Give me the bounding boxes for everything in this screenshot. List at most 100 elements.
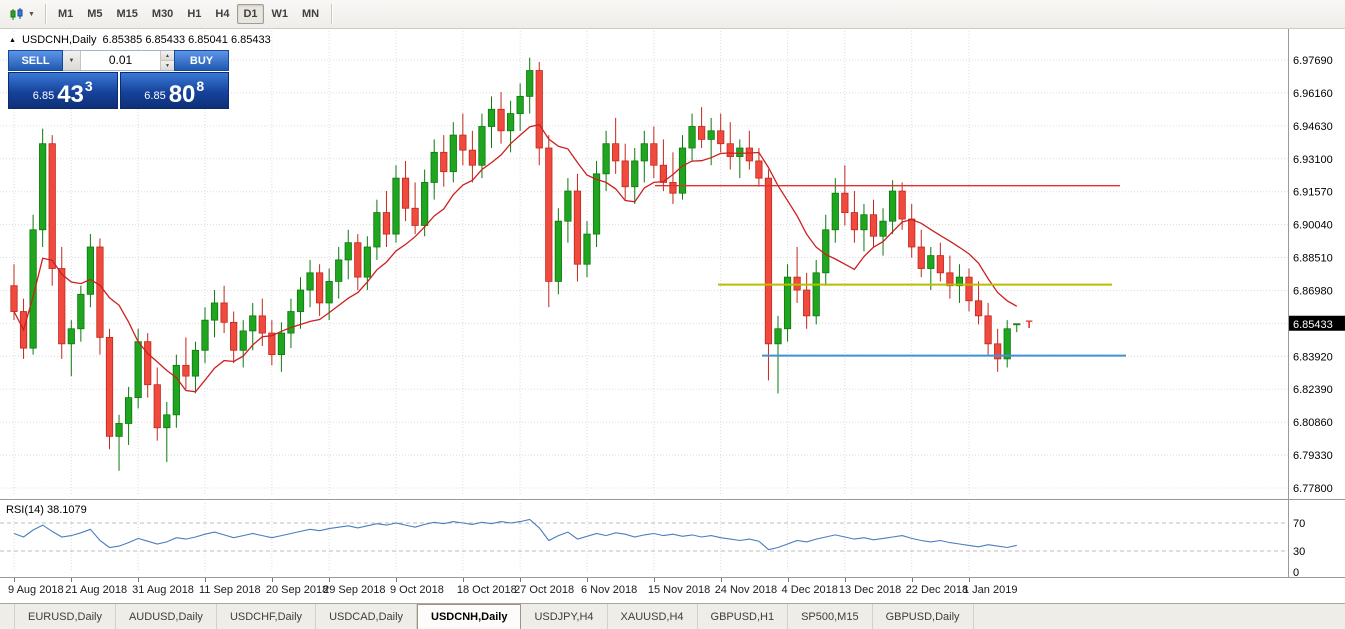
one-click-trading-panel: SELL ▼ 0.01 ▲ ▼ BUY 6.85 43 3 <box>8 50 229 109</box>
time-label: 21 Aug 2018 <box>65 584 128 596</box>
sell-button[interactable]: SELL <box>8 50 63 71</box>
buy-price-button[interactable]: 6.85 80 8 <box>119 72 229 109</box>
time-tick <box>71 578 73 582</box>
candlestick-chart-icon <box>10 7 23 20</box>
time-tick <box>520 578 522 582</box>
time-label: 9 Aug 2018 <box>8 584 64 596</box>
timeframe-buttons: M1 M5 M15 M30 H1 H4 D1 W1 MN <box>51 4 326 24</box>
chart-grid <box>0 31 1288 572</box>
toolbar-separator <box>44 4 46 24</box>
current-price-badge: 6.85433 <box>1289 315 1345 331</box>
timeframe-button-h1[interactable]: H1 <box>187 8 202 20</box>
lot-decrease-button[interactable]: ▼ <box>161 61 174 70</box>
rsi-indicator: RSI(14) 38.1079 <box>0 504 1288 552</box>
time-tick <box>205 578 206 582</box>
lot-size-input[interactable]: 0.01 <box>108 53 133 67</box>
time-tick <box>720 578 722 582</box>
moving-average-line <box>13 123 1018 393</box>
tab-usdcnh-daily[interactable]: USDCNH,Daily <box>417 604 522 629</box>
svg-text:6.96160: 6.96160 <box>1293 88 1333 100</box>
chart-symbol-label: USDCNH,Daily <box>21 34 97 46</box>
time-tick <box>844 578 846 582</box>
time-tick <box>462 578 464 582</box>
time-axis[interactable]: 9 Aug 2018 21 Aug 2018 31 Aug 2018 11 Sep 2… <box>0 577 1345 603</box>
tab-eurusd-daily[interactable]: EURUSD,Daily <box>14 604 116 629</box>
svg-text:6.80860: 6.80860 <box>1293 417 1333 429</box>
svg-text:6.86980: 6.86980 <box>1293 285 1333 297</box>
time-tick <box>911 578 913 582</box>
buy-price-big: 80 <box>168 81 196 108</box>
horizontal-line-objects[interactable] <box>655 184 1126 357</box>
time-label: 13 Dec 2018 <box>838 584 902 596</box>
svg-text:6.82390: 6.82390 <box>1293 384 1333 396</box>
rsi-label: RSI(14) 38.1079 <box>6 504 87 516</box>
svg-text:T: T <box>1026 319 1033 331</box>
tab-gbpusd-daily[interactable]: GBPUSD,Daily <box>873 604 974 629</box>
lot-spinner: ▲ ▼ <box>160 51 174 70</box>
tab-audusd-daily[interactable]: AUDUSD,Daily <box>116 604 217 629</box>
time-label: 9 Oct 2018 <box>390 584 444 596</box>
tab-usdchf-daily[interactable]: USDCHF,Daily <box>217 604 317 629</box>
timeframe-button-h4[interactable]: H4 <box>215 8 230 20</box>
chart-ohlc-label: 6.85385 6.85433 6.85041 6.85433 <box>102 34 271 46</box>
timeframe-button-d1[interactable]: D1 <box>237 4 264 24</box>
time-label: 27 Oct 2018 <box>514 584 575 596</box>
tab-usdcad-daily[interactable]: USDCAD,Daily <box>316 604 418 629</box>
buy-price-sup: 8 <box>196 78 205 94</box>
timeframe-button-m1[interactable]: M1 <box>57 8 74 20</box>
chart-tabs: EURUSD,Daily AUDUSD,Daily USDCHF,Daily USDC… <box>0 603 1345 629</box>
timeframe-button-mn[interactable]: MN <box>302 8 320 20</box>
svg-text:0: 0 <box>1293 567 1299 577</box>
sell-price-sup: 3 <box>84 78 93 94</box>
timeframe-button-m5[interactable]: M5 <box>87 8 103 20</box>
svg-text:6.85433: 6.85433 <box>1293 319 1333 331</box>
chart-canvas[interactable]: T RSI(14) 38.1079 6.97690 6.96160 6.94630 6.9… <box>0 29 1345 577</box>
time-label: 18 Oct 2018 <box>456 584 517 596</box>
svg-text:6.93100: 6.93100 <box>1293 154 1333 166</box>
svg-text:6.90040: 6.90040 <box>1293 220 1333 232</box>
time-tick <box>787 578 789 582</box>
toolbar-separator <box>331 4 333 24</box>
sell-price-big: 43 <box>57 81 84 108</box>
sell-price-prefix: 6.85 <box>32 90 55 102</box>
tab-usdjpy-h4[interactable]: USDJPY,H4 <box>521 604 608 629</box>
collapse-arrow-icon[interactable]: ▲ <box>9 36 16 44</box>
timeframe-button-m30[interactable]: M30 <box>151 8 174 20</box>
sell-price-button[interactable]: 6.85 43 3 <box>8 72 118 109</box>
timeframe-button-w1[interactable]: W1 <box>271 8 289 20</box>
time-label: 11 Sep 2018 <box>199 584 261 596</box>
tab-xauusd-h4[interactable]: XAUUSD,H4 <box>608 604 698 629</box>
chevron-down-icon: ▼ <box>68 57 75 64</box>
time-label: 1 Jan 2019 <box>963 584 1018 596</box>
timeframe-toolbar: ▼ M1 M5 M15 M30 H1 H4 D1 W1 MN <box>0 0 1345 29</box>
time-label: 24 Nov 2018 <box>714 584 778 596</box>
time-tick <box>138 578 140 582</box>
tab-sp500-m15[interactable]: SP500,M15 <box>788 604 873 629</box>
chart-dropdown-button[interactable]: ▼ <box>4 3 40 25</box>
time-tick <box>14 578 15 582</box>
price-marker: T <box>1026 319 1033 331</box>
svg-text:6.77800: 6.77800 <box>1293 483 1333 495</box>
svg-text:30: 30 <box>1293 546 1305 558</box>
lot-increase-button[interactable]: ▲ <box>161 51 174 61</box>
time-label: 6 Nov 2018 <box>581 584 638 596</box>
chevron-down-icon: ▼ <box>28 10 35 18</box>
svg-text:6.79330: 6.79330 <box>1293 450 1333 462</box>
candles-layer <box>10 57 1021 471</box>
time-label: 20 Sep 2018 <box>265 584 329 596</box>
panel-divider[interactable] <box>0 499 1345 501</box>
time-label: 4 Dec 2018 <box>781 584 838 596</box>
time-label: 15 Nov 2018 <box>647 584 711 596</box>
lot-dropdown-button[interactable]: ▼ <box>63 51 81 70</box>
svg-text:6.91570: 6.91570 <box>1293 187 1333 199</box>
time-tick <box>396 578 397 582</box>
chart-title: ▲ USDCNH,Daily 6.85385 6.85433 6.85041 6… <box>9 34 271 46</box>
buy-price-prefix: 6.85 <box>144 90 166 102</box>
chart-area[interactable]: T RSI(14) 38.1079 6.97690 6.96160 6.94630 6.9… <box>0 29 1345 577</box>
time-label: 31 Aug 2018 <box>132 584 194 596</box>
buy-button[interactable]: BUY <box>174 50 229 71</box>
timeframe-button-m15[interactable]: M15 <box>116 8 138 20</box>
svg-text:6.94630: 6.94630 <box>1293 121 1333 133</box>
tab-gbpusd-h1[interactable]: GBPUSD,H1 <box>698 604 789 629</box>
